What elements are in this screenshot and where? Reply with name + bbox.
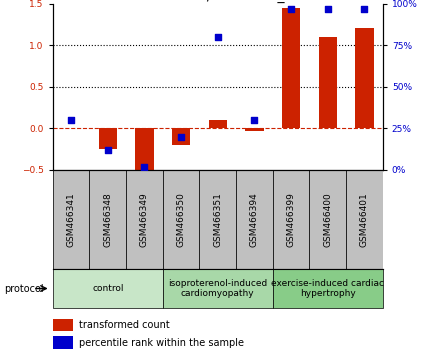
Bar: [236, 170, 273, 269]
Bar: [356, 29, 374, 128]
Text: control: control: [92, 284, 124, 293]
Text: GSM466401: GSM466401: [360, 192, 369, 247]
Bar: [172, 128, 191, 145]
Text: protocol: protocol: [4, 284, 44, 293]
Text: GSM466394: GSM466394: [250, 192, 259, 247]
Point: [104, 147, 111, 153]
Bar: [163, 269, 273, 308]
Bar: [53, 269, 163, 308]
Bar: [346, 170, 383, 269]
Point: [361, 6, 368, 11]
Text: isoproterenol-induced
cardiomyopathy: isoproterenol-induced cardiomyopathy: [168, 279, 268, 298]
Text: GSM466399: GSM466399: [286, 192, 296, 247]
Text: GSM466350: GSM466350: [176, 192, 186, 247]
Bar: [209, 120, 227, 128]
Point: [324, 6, 331, 11]
Text: GSM466400: GSM466400: [323, 192, 332, 247]
Bar: [53, 170, 89, 269]
Text: GSM466351: GSM466351: [213, 192, 222, 247]
Bar: [163, 170, 199, 269]
Point: [251, 117, 258, 123]
Point: [68, 117, 75, 123]
Bar: [199, 170, 236, 269]
Bar: [99, 128, 117, 149]
Text: GSM466348: GSM466348: [103, 192, 112, 247]
Bar: [273, 170, 309, 269]
Text: GSM466349: GSM466349: [140, 192, 149, 247]
Bar: [246, 128, 264, 131]
Bar: [319, 37, 337, 128]
Title: GDS3596 / 1447610_at: GDS3596 / 1447610_at: [137, 0, 299, 2]
Bar: [126, 170, 163, 269]
Bar: [53, 319, 73, 331]
Point: [178, 134, 185, 139]
Bar: [136, 128, 154, 170]
Text: GSM466341: GSM466341: [66, 192, 76, 247]
Bar: [309, 170, 346, 269]
Text: percentile rank within the sample: percentile rank within the sample: [79, 338, 244, 348]
Point: [141, 164, 148, 170]
Bar: [53, 336, 73, 349]
Text: transformed count: transformed count: [79, 320, 170, 330]
Bar: [89, 170, 126, 269]
Point: [288, 6, 295, 11]
Bar: [282, 8, 300, 128]
Bar: [273, 269, 383, 308]
Text: exercise-induced cardiac
hypertrophy: exercise-induced cardiac hypertrophy: [271, 279, 384, 298]
Point: [214, 34, 221, 40]
